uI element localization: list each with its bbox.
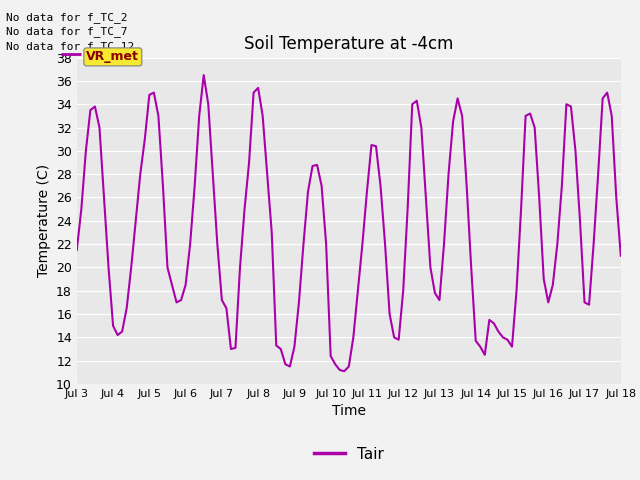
Text: No data for f_TC_12: No data for f_TC_12 — [6, 41, 134, 52]
Text: No data for f_TC_2: No data for f_TC_2 — [6, 12, 128, 23]
Title: Soil Temperature at -4cm: Soil Temperature at -4cm — [244, 35, 454, 53]
Y-axis label: Temperature (C): Temperature (C) — [36, 164, 51, 277]
Legend: Tair: Tair — [308, 441, 390, 468]
X-axis label: Time: Time — [332, 405, 366, 419]
Text: No data for f_TC_7: No data for f_TC_7 — [6, 26, 128, 37]
Text: VR_met: VR_met — [86, 50, 140, 63]
